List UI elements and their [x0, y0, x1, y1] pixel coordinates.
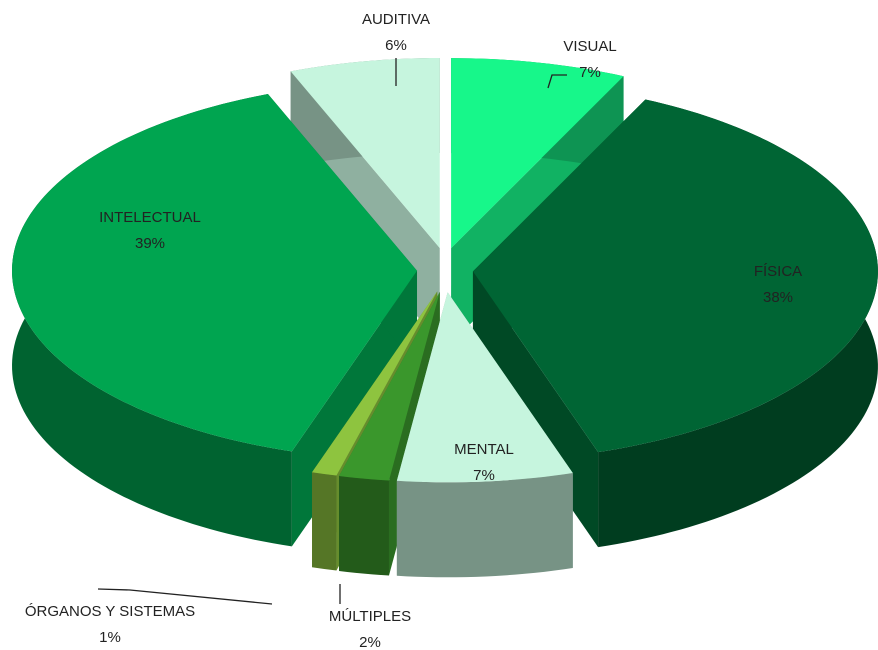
category-label: VISUAL: [563, 38, 616, 55]
slice: [290, 57, 440, 248]
slice: [339, 292, 440, 481]
slice: [12, 94, 418, 452]
slice: [312, 291, 438, 476]
value-label: 1%: [99, 629, 121, 646]
slice-side: [339, 476, 389, 576]
pie: [12, 57, 878, 578]
leader-line: [97, 588, 273, 605]
slice: [396, 292, 573, 483]
value-label: 38%: [763, 289, 793, 306]
category-label: INTELECTUAL: [99, 209, 201, 226]
slice: [12, 94, 418, 547]
category-label: MENTAL: [454, 441, 514, 458]
value-label: 39%: [135, 235, 165, 252]
value-label: 2%: [359, 634, 381, 650]
slice: [472, 99, 878, 453]
category-label: FÍSICA: [754, 263, 802, 280]
slice: [451, 58, 624, 249]
value-label: 6%: [385, 37, 407, 54]
slice: [396, 292, 573, 578]
labels: VISUAL 7% FÍSICA 38% MENTAL 7% MÚLTIPLES 2% ÓRGA…: [25, 11, 802, 650]
category-label: AUDITIVA: [362, 11, 430, 28]
slice: [472, 99, 878, 548]
slice-side: [312, 472, 337, 571]
category-label: MÚLTIPLES: [329, 608, 411, 625]
slice-side: [396, 473, 573, 578]
leader-line: [547, 74, 567, 89]
category-label: ÓRGANOS Y SISTEMAS: [25, 603, 195, 620]
value-label: 7%: [579, 64, 601, 81]
value-label: 7%: [473, 467, 495, 484]
